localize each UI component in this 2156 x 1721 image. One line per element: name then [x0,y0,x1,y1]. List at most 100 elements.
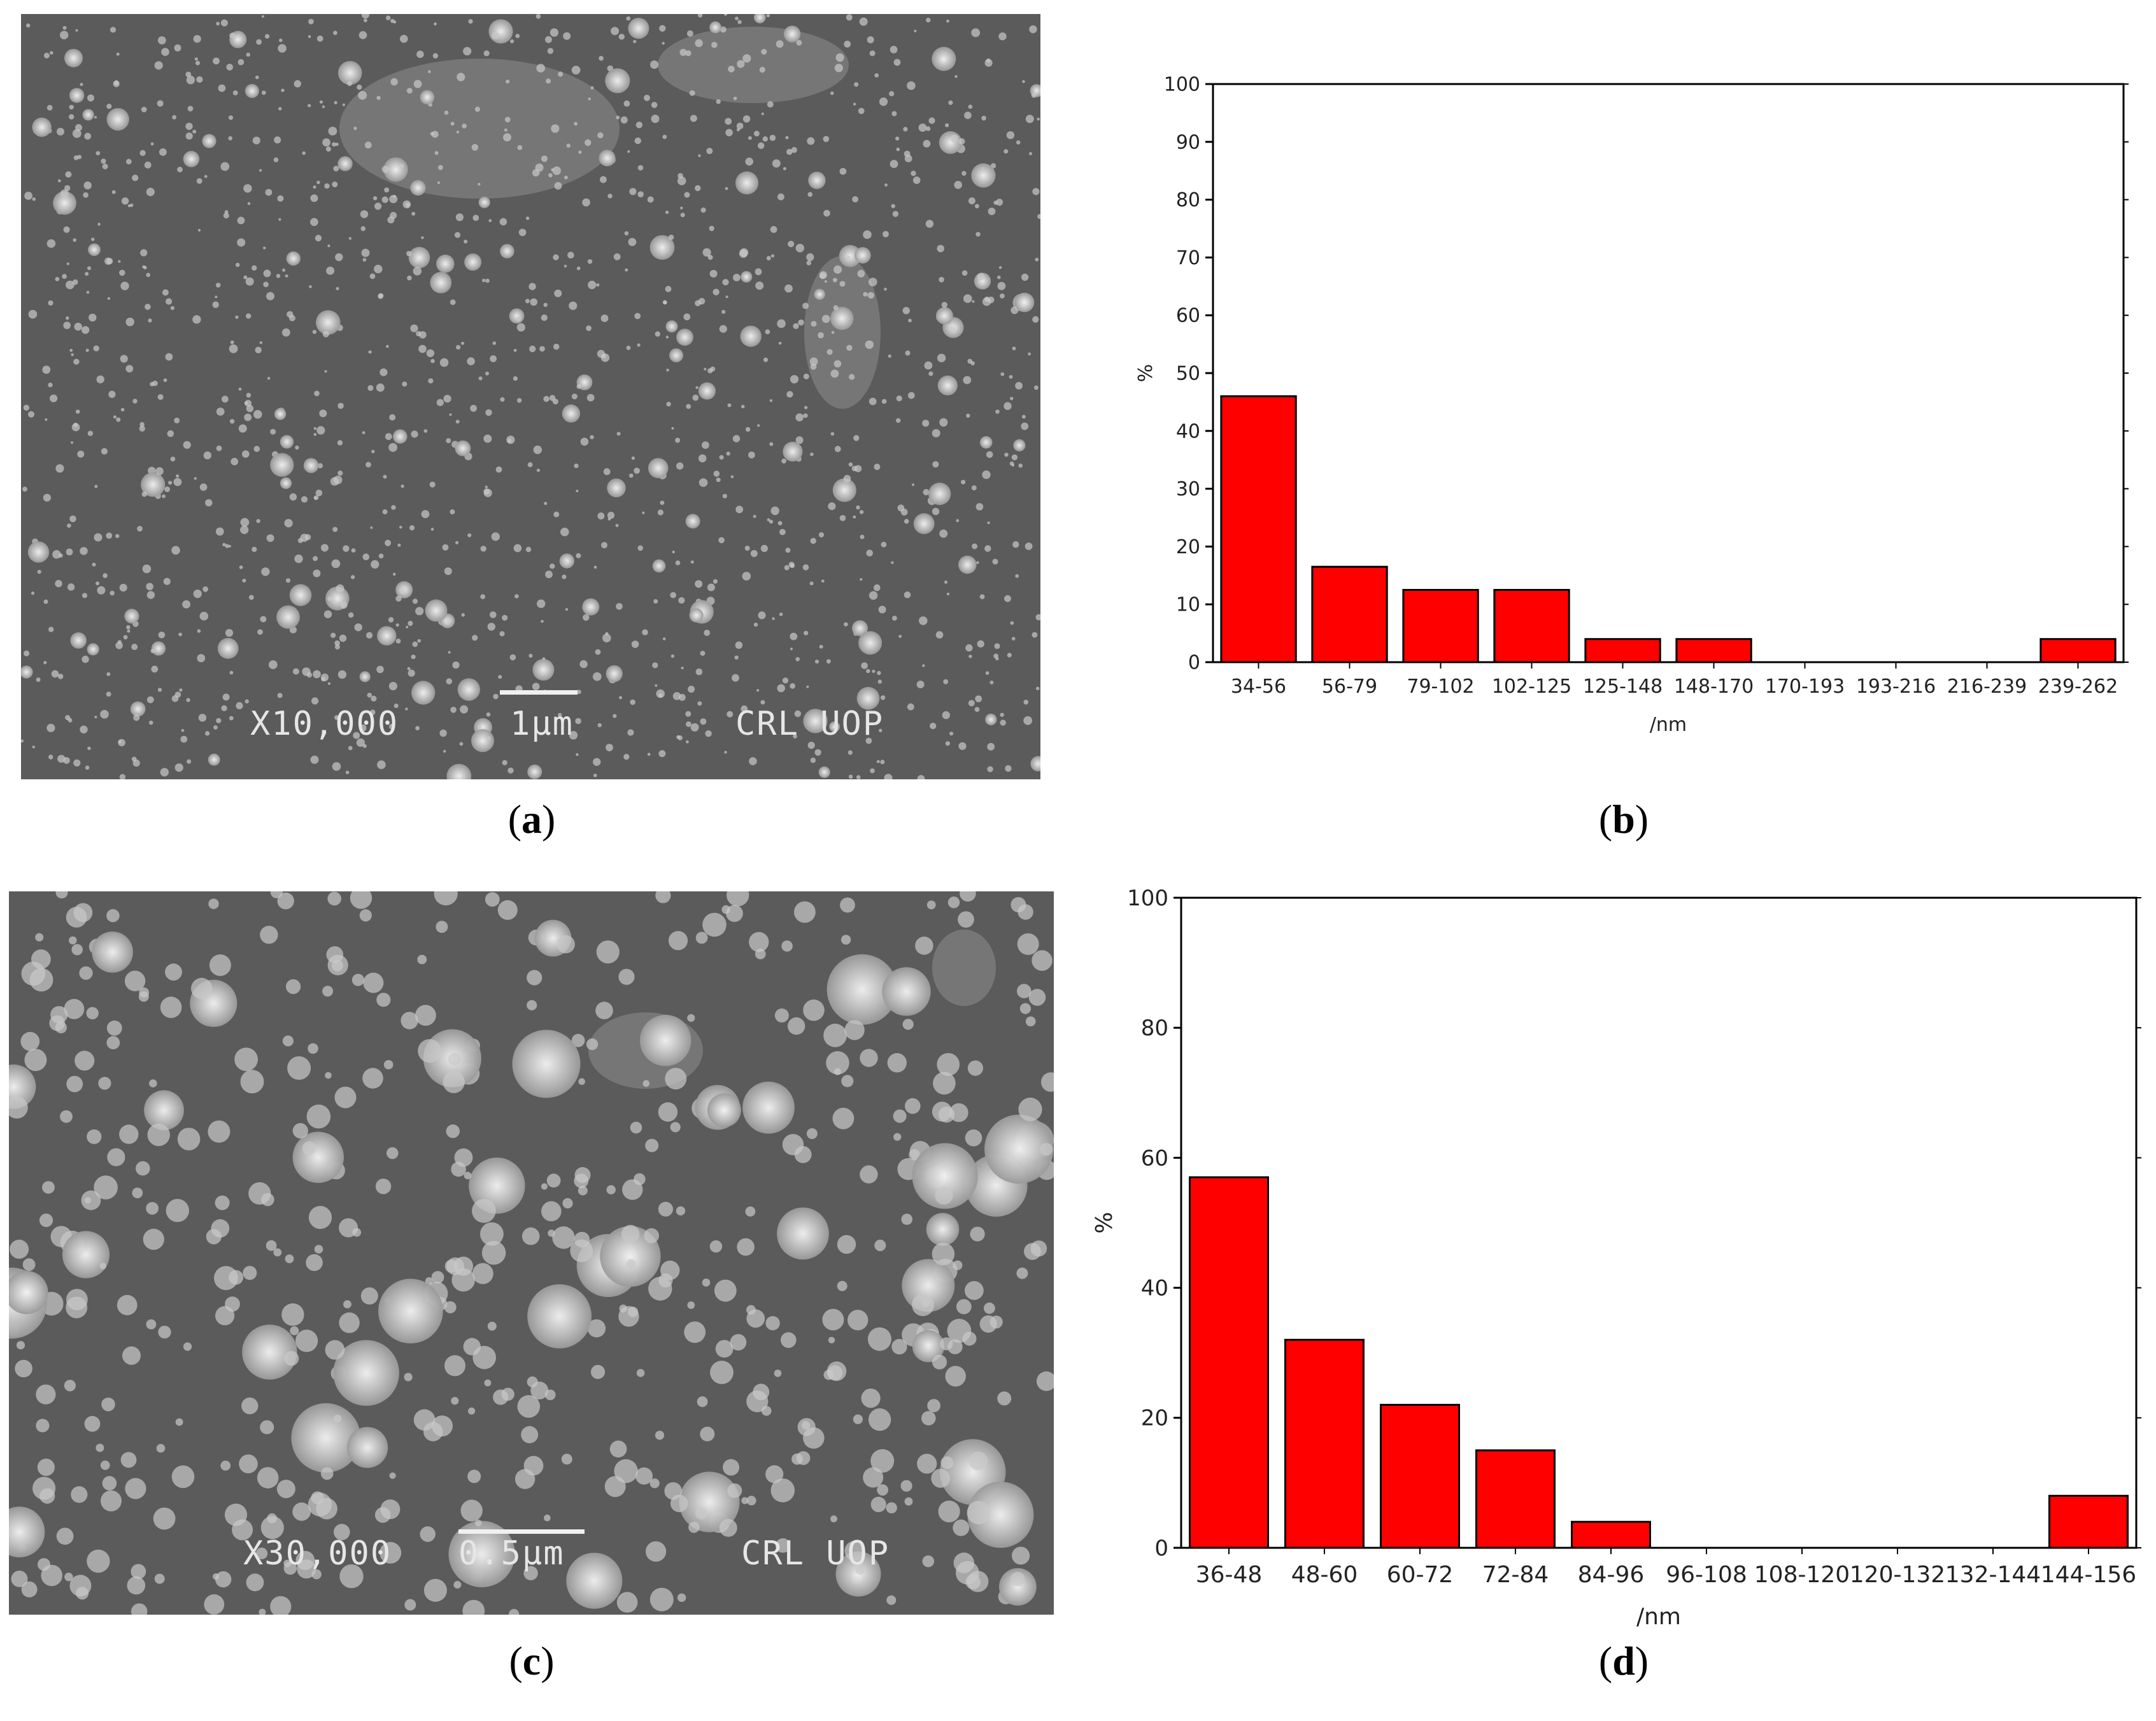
sem-particle [215,527,224,536]
sem-particle [260,926,278,944]
sem-particle [487,623,495,631]
sem-particle [285,578,291,583]
sem-particle [354,623,362,632]
sem-particle [925,220,934,228]
sem-particle [434,22,437,26]
sem-particle [15,1359,32,1378]
sem-particle [125,317,134,327]
sem-particle [856,775,861,779]
sem-particle [106,1020,122,1036]
sem-particle [528,283,536,290]
sem-particle [993,653,998,659]
sem-particle [722,279,729,286]
sem-particle [713,471,720,477]
sem-particle [627,729,634,736]
sem-particle [722,493,727,499]
sem-particle [246,52,250,57]
sem-particle [923,139,931,148]
sem-particle [802,302,809,309]
sem-particle [966,413,970,418]
sem-particle [278,107,282,111]
sem-particle [193,35,201,43]
sem-particle [274,136,281,144]
sem-particle [358,90,367,100]
sem-particle [162,494,166,499]
sem-particle [240,518,250,527]
sem-particle [266,534,274,542]
sem-particle [215,1306,235,1326]
sem-particle [587,1319,606,1338]
sem-particle [527,1376,538,1387]
sem-particle [374,264,383,274]
sem-particle [363,972,384,993]
sem-particle [677,176,686,185]
sem-particle [84,1415,101,1432]
sem-particle [971,28,981,38]
sem-particle [770,226,777,233]
sem-particle [426,349,435,357]
sem-particle [927,1399,940,1412]
sem-particle [290,253,294,256]
sem-particle [203,451,211,460]
sem-particle [125,159,132,165]
sem-particle [337,471,343,476]
sem-particle [383,157,408,182]
sem-particle [670,1494,688,1513]
x-tick-label: 170-193 [1765,676,1845,698]
sem-particle [320,1467,334,1480]
y-tick-label: 0 [1188,652,1200,674]
sem-particle [455,213,464,222]
sem-particle [1034,385,1039,390]
sem-particle [31,591,35,595]
sem-particle [282,268,286,272]
sem-particle [140,249,148,257]
sem-particle [553,511,560,518]
sem-particle [444,1355,465,1377]
sem-particles-c [9,891,1054,1615]
sem-particle [260,1420,274,1434]
sem-particle [315,234,322,242]
sem-particle [379,1541,402,1564]
sem-particle [88,243,101,256]
sem-particle [99,1263,106,1270]
sem-particle [260,1516,284,1540]
sem-particle [196,178,202,184]
sem-particle [989,1315,1003,1329]
sem-particle [238,59,245,66]
sem-particle [294,80,301,88]
sem-particle [142,265,146,269]
sem-particle [739,248,749,257]
sem-particle [181,728,185,732]
sem-particle [161,48,169,56]
sem-particle [713,288,720,295]
sem-particle [229,670,234,675]
sem-particle [322,986,334,997]
sem-particle [537,599,546,608]
sem-particle [769,399,773,402]
sem-particle [468,19,473,24]
sem-particle [183,441,191,449]
sem-particle [1014,292,1035,313]
sem-particle [121,197,129,205]
sem-particle [887,1053,907,1073]
sem-particle [814,660,819,664]
sem-particle [497,900,518,920]
sem-particle [202,586,208,592]
sem-particle [183,1342,192,1351]
sem-particle [386,344,389,348]
sem-particle [37,570,41,574]
sem-particle [158,1326,171,1339]
sem-particle [702,248,711,257]
sem-particle [1000,712,1004,717]
sem-particle [517,1395,541,1418]
sem-particle [1013,439,1026,452]
sem-particle [484,1379,492,1387]
sem-particle [132,174,139,181]
sem-particle [224,1503,248,1526]
sem-particle [141,106,147,113]
sem-particle [411,211,416,216]
sem-particle [586,393,595,402]
sem-particle [732,435,741,443]
sem-particle [345,770,350,774]
sem-particle [436,399,444,406]
